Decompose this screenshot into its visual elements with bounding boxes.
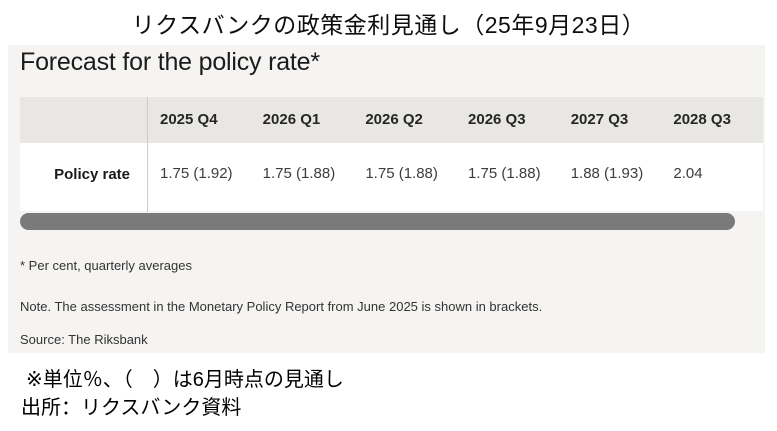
column-header: 2026 Q2 xyxy=(365,111,423,128)
source-note: 出所：リクスバンク資料 xyxy=(21,397,242,419)
policy-rate-value: 1.88 (1.93) xyxy=(570,165,644,182)
policy-rate-value: 1.75 (1.88) xyxy=(365,165,438,182)
table-footnote: * Per cent, quarterly averages xyxy=(20,258,192,273)
policy-rate-value: 1.75 (1.88) xyxy=(468,165,541,182)
column-header: 2028 Q3 xyxy=(673,111,731,128)
table-note: Note. The assessment in the Monetary Pol… xyxy=(20,299,543,314)
unit-note: ※単位％、（ ）は6月時点の見通し xyxy=(26,369,344,391)
column-header: 2027 Q3 xyxy=(570,111,629,128)
table-data-row: Policy rate 1.75 (1.92) 1.75 (1.88) 1.75 (… xyxy=(20,143,763,211)
column-header: 2026 Q1 xyxy=(262,111,321,128)
table-source: Source: The Riksbank xyxy=(20,332,148,347)
page-title: リクスバンクの政策金利見通し（25年9月23日） xyxy=(131,12,646,38)
table-corner-cell xyxy=(20,97,147,143)
row-label: Policy rate xyxy=(54,166,130,183)
panel-heading: Forecast for the policy rate* xyxy=(20,48,320,76)
forecast-panel: Forecast for the policy rate* 2025 Q4 202… xyxy=(8,45,765,353)
column-header: 2025 Q4 xyxy=(160,111,218,128)
table-column-divider xyxy=(147,97,148,212)
policy-rate-value: 1.75 (1.88) xyxy=(262,165,336,182)
horizontal-scrollbar-thumb[interactable] xyxy=(20,213,735,230)
policy-rate-value: 2.04 xyxy=(673,165,703,182)
policy-rate-value: 1.75 (1.92) xyxy=(160,165,233,182)
table-header-row: 2025 Q4 2026 Q1 2026 Q2 2026 Q3 2027 Q3 2028 … xyxy=(20,97,763,143)
column-header: 2026 Q3 xyxy=(468,111,526,128)
policy-rate-table: 2025 Q4 2026 Q1 2026 Q2 2026 Q3 2027 Q3 2028 … xyxy=(20,97,763,212)
